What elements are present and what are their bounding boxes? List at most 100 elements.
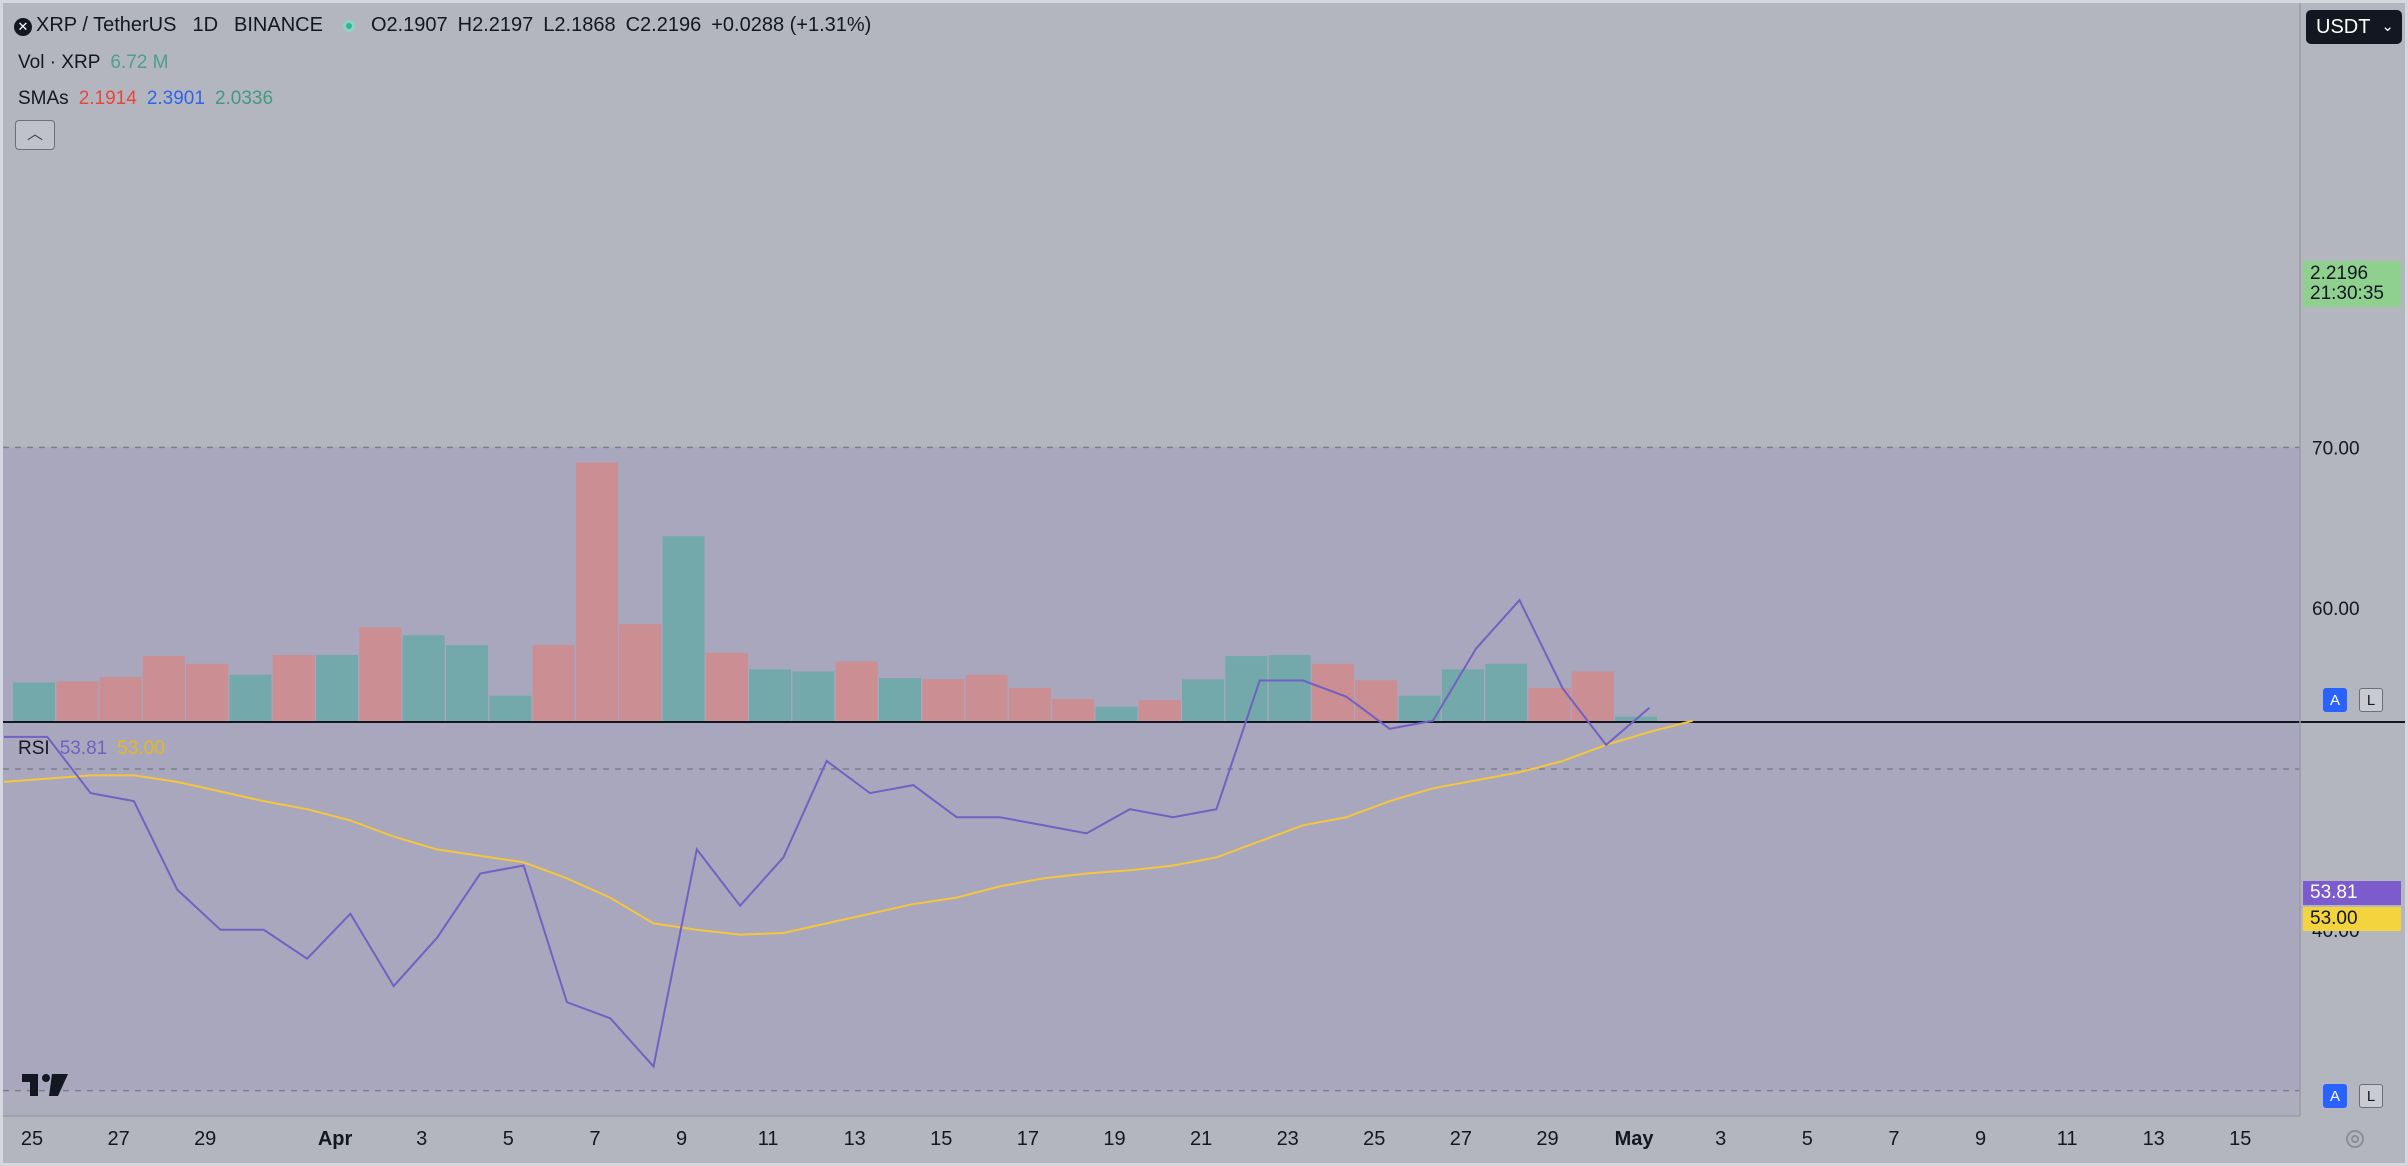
volume-bar xyxy=(402,635,445,721)
symbol-legend[interactable]: ✕ XRP / TetherUS 1D BINANCE O2.1907 H2.2197 L2… xyxy=(14,14,881,37)
currency-label: USDT xyxy=(2316,16,2371,38)
volume-legend[interactable]: Vol · XRP 6.72 M xyxy=(18,52,178,74)
ohlc-close: C2.2196 xyxy=(625,14,702,36)
rsi-value: 53.81 xyxy=(59,738,108,759)
volume-layer xyxy=(13,462,1658,721)
volume-bar xyxy=(1571,671,1614,721)
volume-bar xyxy=(705,652,748,721)
time-tick-label: 3 xyxy=(416,1128,427,1150)
volume-bar xyxy=(879,678,921,721)
sma-value-blue: 2.3901 xyxy=(146,88,205,109)
last-price-tag: 2.2196 21:30:35 xyxy=(2303,261,2401,307)
sma-label: SMAs xyxy=(18,88,69,109)
close-icon[interactable]: ✕ xyxy=(14,18,32,36)
time-tick-label: 21 xyxy=(1190,1128,1212,1150)
ohlc-open: O2.1907 xyxy=(370,14,448,36)
volume-bar xyxy=(575,462,618,721)
time-tick-label: 5 xyxy=(1802,1128,1813,1150)
rsi-log-scale-button[interactable]: L xyxy=(2359,1084,2383,1108)
rsi-line xyxy=(4,598,1651,1069)
time-tick-label: 29 xyxy=(1536,1128,1558,1150)
volume-bar xyxy=(749,669,792,721)
time-tick-label: 23 xyxy=(1277,1128,1299,1150)
volume-bar xyxy=(1138,700,1181,721)
time-tick-label: 7 xyxy=(589,1128,600,1150)
time-tick-label: 15 xyxy=(930,1128,952,1150)
volume-bar xyxy=(99,677,142,721)
time-tick-label: 19 xyxy=(1103,1128,1125,1150)
rsi-auto-scale-button[interactable]: A xyxy=(2323,1084,2347,1108)
rsi-tag-value: 53.81 xyxy=(2310,882,2358,903)
volume-bar xyxy=(1225,656,1268,721)
volume-bar xyxy=(1095,706,1138,721)
time-tick-label: 25 xyxy=(1363,1128,1385,1150)
time-tick-label: Apr xyxy=(318,1128,353,1150)
volume-bar xyxy=(1052,699,1095,721)
log-scale-button[interactable]: L xyxy=(2359,688,2383,712)
rsi-ma-value: 53.00 xyxy=(117,738,165,759)
rsi-band-fill xyxy=(3,447,2300,1091)
volume-bar xyxy=(229,674,272,721)
volume-value: 6.72 M xyxy=(110,52,169,73)
volume-bar xyxy=(359,627,402,721)
time-tick-label: 11 xyxy=(2057,1128,2078,1150)
time-tick-label: 15 xyxy=(2229,1128,2251,1150)
volume-bar xyxy=(662,536,705,721)
sma-legend[interactable]: SMAs 2.1914 2.3901 2.0336 xyxy=(18,88,283,110)
rsi-layer xyxy=(3,598,1693,1069)
exchange-label: BINANCE xyxy=(234,14,323,36)
volume-bar xyxy=(142,656,185,721)
ohlc-low: L2.1868 xyxy=(543,14,616,36)
ohlc-high: H2.2197 xyxy=(457,14,534,36)
time-tick-label: 5 xyxy=(503,1128,514,1150)
volume-bar xyxy=(272,655,315,721)
interval-label[interactable]: 1D xyxy=(192,14,219,36)
volume-label: Vol · XRP xyxy=(18,52,101,73)
auto-scale-button[interactable]: A xyxy=(2323,688,2347,712)
volume-bar xyxy=(619,624,662,721)
volume-bar xyxy=(1528,688,1571,721)
volume-bar xyxy=(1398,695,1441,721)
volume-bar xyxy=(1355,680,1398,721)
volume-bar xyxy=(792,671,835,721)
tradingview-logo-icon xyxy=(22,1074,68,1096)
time-tick-label: 29 xyxy=(194,1128,216,1150)
rsi-legend[interactable]: RSI 53.81 53.00 xyxy=(18,738,175,760)
sma-value-green: 2.0336 xyxy=(214,88,274,109)
symbol-name[interactable]: XRP / TetherUS xyxy=(36,14,177,36)
volume-bar xyxy=(446,645,488,721)
volume-bar xyxy=(1485,663,1528,721)
bar-countdown: 21:30:35 xyxy=(2310,283,2384,304)
volume-bar xyxy=(965,674,1008,721)
chevron-down-icon: ⌄ xyxy=(2381,18,2394,35)
time-tick-label: 7 xyxy=(1888,1128,1899,1150)
status-dot-icon xyxy=(342,19,355,32)
volume-bar xyxy=(922,679,965,721)
settings-gear-icon[interactable] xyxy=(2342,1126,2368,1152)
time-tick-label: 27 xyxy=(107,1128,129,1150)
time-tick-label: 27 xyxy=(1450,1128,1472,1150)
time-tick-label: 13 xyxy=(2143,1128,2165,1150)
rsi-label: RSI xyxy=(18,738,50,759)
last-price: 2.2196 xyxy=(2310,263,2369,284)
time-tick-label: 9 xyxy=(1975,1128,1986,1150)
rsi-price-tag: 53.81 xyxy=(2303,881,2401,905)
currency-select[interactable]: USDT ⌄ xyxy=(2306,10,2402,44)
time-tick-label: 3 xyxy=(1715,1128,1726,1150)
rsi-tick-label: 70.00 xyxy=(2312,438,2360,459)
time-tick-label: 13 xyxy=(844,1128,866,1150)
collapse-legend-button[interactable]: ︿ xyxy=(15,120,55,150)
price-tick-label: 1.6000 xyxy=(2312,0,2370,3)
time-tick-label: May xyxy=(1615,1128,1655,1150)
rsi-ma-tag-value: 53.00 xyxy=(2310,908,2358,929)
volume-bar xyxy=(56,681,99,721)
volume-bar xyxy=(489,695,532,721)
ohlc-change: +0.0288 (+1.31%) xyxy=(711,14,872,36)
time-tick-label: 11 xyxy=(758,1128,779,1150)
volume-bar xyxy=(1182,679,1225,721)
volume-bar xyxy=(316,655,359,721)
time-tick-label: 25 xyxy=(21,1128,43,1150)
rsi-tick-label: 60.00 xyxy=(2312,599,2360,620)
volume-bar xyxy=(1268,655,1311,721)
